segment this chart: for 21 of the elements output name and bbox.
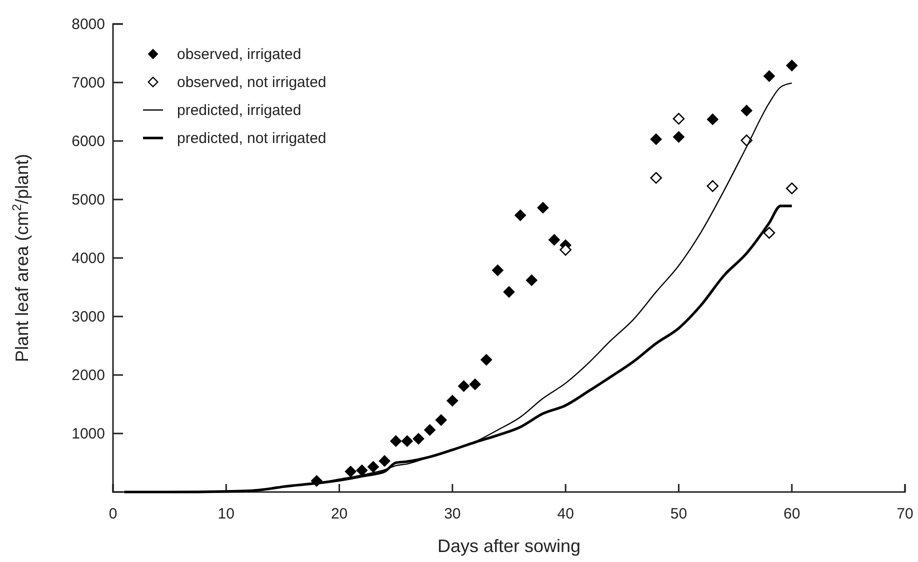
x-tick-label: 60 — [784, 506, 800, 523]
legend-label: observed, irrigated — [177, 46, 302, 63]
y-tick-label: 7000 — [72, 74, 105, 92]
x-tick-label: 10 — [218, 506, 234, 523]
legend-label: predicted, irrigated — [177, 102, 302, 119]
y-tick-label: 1000 — [72, 425, 105, 442]
y-tick-label: 4000 — [72, 250, 105, 267]
y-tick-label: 6000 — [72, 132, 105, 150]
x-axis-title: Days after sowing — [437, 536, 581, 556]
y-tick-label: 5000 — [72, 191, 105, 208]
legend-label: observed, not irrigated — [177, 74, 326, 91]
y-tick-label: 3000 — [72, 308, 105, 326]
y-tick-label: 8000 — [72, 16, 105, 33]
x-tick-label: 20 — [330, 506, 348, 523]
x-tick-label: 0 — [108, 506, 118, 523]
legend-label: predicted, not irrigated — [177, 130, 326, 147]
y-tick-label: 2000 — [72, 366, 105, 384]
x-tick-label: 50 — [670, 506, 688, 523]
x-tick-label: 70 — [896, 506, 914, 523]
x-tick-label: 30 — [444, 506, 461, 523]
x-tick-label: 40 — [557, 506, 574, 523]
